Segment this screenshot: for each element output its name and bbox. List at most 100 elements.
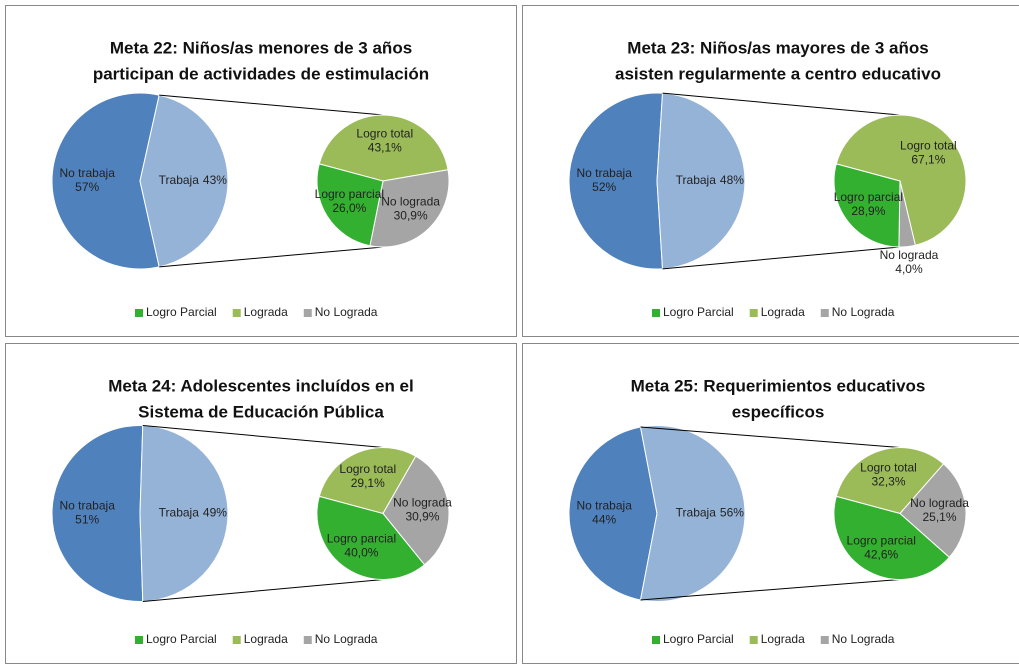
legend-label: No Lograda: [315, 305, 378, 319]
slice-value: 40,0%: [344, 546, 378, 560]
chart-title: Meta 24: Adolescentes incluídos en el: [108, 376, 413, 395]
slice-value: 29,1%: [351, 476, 385, 490]
pie-slice: [899, 463, 967, 559]
slice-label: Logro total 43,1%: [356, 127, 413, 155]
pie-slice: [835, 447, 945, 515]
legend-swatch: [303, 309, 312, 317]
slice-name: Trabaja: [159, 173, 200, 187]
slice-value: 32,3%: [871, 475, 905, 489]
slice-value: 51%: [75, 513, 99, 527]
slice-name: Logro parcial: [315, 187, 384, 201]
slice-value: 30,9%: [405, 509, 439, 523]
slice-label: No lograda 30,9%: [393, 495, 452, 523]
pie-slice: [318, 114, 449, 182]
slice-name: No trabaja: [577, 166, 633, 180]
pie-slice: [833, 495, 951, 580]
legend-label: Logro Parcial: [663, 305, 734, 319]
slice-name: Logro parcial: [847, 534, 916, 548]
legend-swatch: [749, 636, 758, 644]
legend-swatch: [232, 309, 241, 317]
slice-name: No trabaja: [577, 499, 633, 513]
chart-panel: Meta 24: Adolescentes incluídos en el Sis…: [5, 343, 517, 664]
slice-value: 25,1%: [923, 510, 957, 524]
slice-value: 57%: [75, 180, 99, 194]
pie-slice: [568, 426, 658, 601]
pie-slice: [51, 425, 144, 602]
slice-value: 43,1%: [368, 141, 402, 155]
legend-swatch: [820, 636, 829, 644]
slice-name: No lograda: [393, 495, 452, 509]
legend-swatch: [232, 636, 241, 644]
chart-title: Meta 23: Niños/as mayores de 3 años: [627, 38, 928, 57]
slice-name: Trabaja: [676, 173, 717, 187]
slice-label: Logro parcial 42,6%: [847, 534, 916, 562]
pie-slice: [51, 92, 160, 270]
legend-label: No Lograda: [832, 632, 895, 646]
slice-name: Logro total: [339, 462, 396, 476]
slice-label: No lograda 25,1%: [910, 496, 969, 524]
connector-line: [142, 579, 384, 602]
pie-slice: [639, 425, 746, 602]
slice-name: No trabaja: [60, 166, 116, 180]
chart-title: específicos: [732, 402, 825, 421]
pie-slice: [568, 92, 664, 270]
slice-name: Logro total: [900, 139, 957, 153]
slice-label: No trabaja 44%: [577, 499, 633, 527]
pie-slice: [316, 163, 384, 247]
legend-swatch: [303, 636, 312, 644]
legend-label: Lograda: [244, 632, 288, 646]
slice-name: No lograda: [880, 248, 939, 262]
legend-label: Lograda: [244, 305, 288, 319]
chart-title: Meta 25: Requerimientos educativos: [631, 376, 926, 395]
slice-label: Trabaja 43%: [159, 173, 228, 187]
pie-slice: [369, 169, 450, 248]
legend-swatch: [652, 636, 660, 644]
slice-value: 48%: [720, 173, 744, 187]
slice-name: Logro parcial: [834, 190, 903, 204]
slice-name: Logro total: [860, 461, 917, 475]
connector-line: [662, 92, 901, 116]
chart-title: asisten regularmente a centro educativo: [615, 64, 941, 83]
slice-label: Logro parcial 28,9%: [834, 190, 903, 218]
slice-label: Logro parcial 26,0%: [315, 187, 384, 215]
slice-label: Logro total 67,1%: [900, 139, 957, 167]
slice-name: Logro total: [356, 127, 413, 141]
slice-value: 43%: [203, 173, 227, 187]
chart-title: Meta 22: Niños/as menores de 3 años: [110, 38, 412, 57]
slice-label: Trabaja 49%: [159, 506, 228, 520]
legend-swatch: [749, 309, 758, 317]
pie-slice: [318, 447, 417, 515]
chart-title: participan de actividades de estimulació…: [93, 64, 429, 83]
legend-swatch: [652, 309, 660, 317]
slice-value: 52%: [592, 180, 616, 194]
legend-label: No Lograda: [315, 632, 378, 646]
slice-name: Trabaja: [159, 506, 200, 520]
slice-value: 28,9%: [851, 204, 885, 218]
pie-slice: [835, 114, 967, 246]
legend-label: Logro Parcial: [146, 632, 217, 646]
chart-panel: Meta 23: Niños/as mayores de 3 años asist…: [522, 5, 1019, 337]
chart-title: Sistema de Educación Pública: [138, 402, 384, 421]
legend-swatch: [820, 309, 829, 317]
slice-label: Logro parcial 40,0%: [327, 532, 396, 560]
chart-panel: Meta 25: Requerimientos educativos especí…: [522, 343, 1019, 664]
pie-slice: [139, 425, 229, 602]
slice-value: 67,1%: [911, 153, 945, 167]
slice-value: 56%: [720, 506, 744, 520]
legend-swatch: [135, 309, 143, 317]
legend-label: Logro Parcial: [146, 305, 217, 319]
pie-slice: [139, 94, 229, 268]
legend-label: Logro Parcial: [663, 632, 734, 646]
pie-slice: [382, 455, 450, 566]
slice-label: No lograda 4,0%: [880, 248, 939, 276]
connector-line: [159, 94, 384, 116]
slice-value: 4,0%: [895, 262, 923, 276]
slice-label: No trabaja 52%: [577, 166, 633, 194]
slice-label: No trabaja 57%: [60, 166, 116, 194]
connector-line: [662, 246, 901, 270]
connector-line: [159, 246, 384, 268]
legend-swatch: [135, 636, 143, 644]
slice-name: No trabaja: [60, 499, 116, 513]
slice-label: No trabaja 51%: [60, 499, 116, 527]
connector-line: [640, 579, 901, 601]
